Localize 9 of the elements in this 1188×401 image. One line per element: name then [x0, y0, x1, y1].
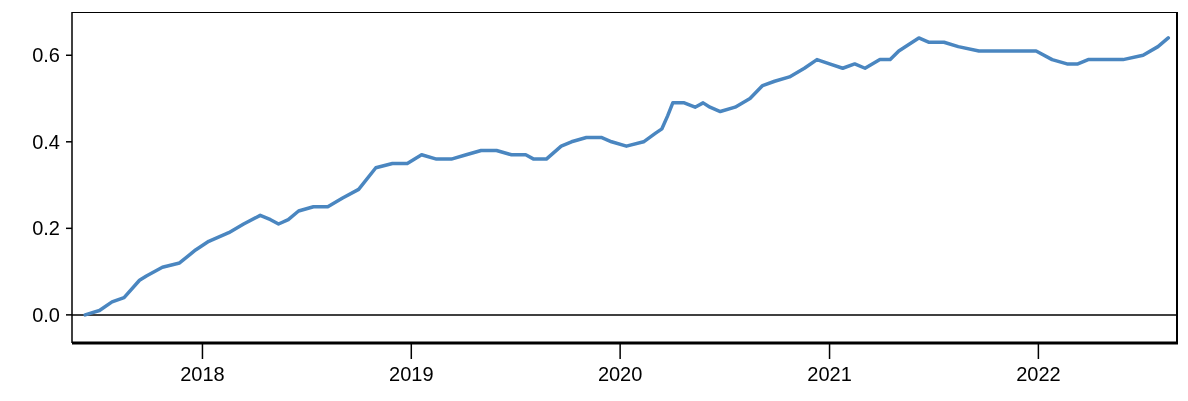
- y-tick-label: 0.4: [32, 130, 60, 153]
- x-tick-label: 2018: [180, 363, 225, 386]
- y-tick-label: 0.6: [32, 44, 60, 67]
- x-tick-label: 2020: [597, 363, 643, 386]
- x-tick-label: 2021: [807, 363, 852, 386]
- x-tick-label: 2022: [1016, 363, 1061, 386]
- x-tick-label: 2019: [389, 363, 434, 386]
- y-tick-label: 0.0: [32, 303, 60, 326]
- y-tick-label: 0.2: [32, 217, 60, 240]
